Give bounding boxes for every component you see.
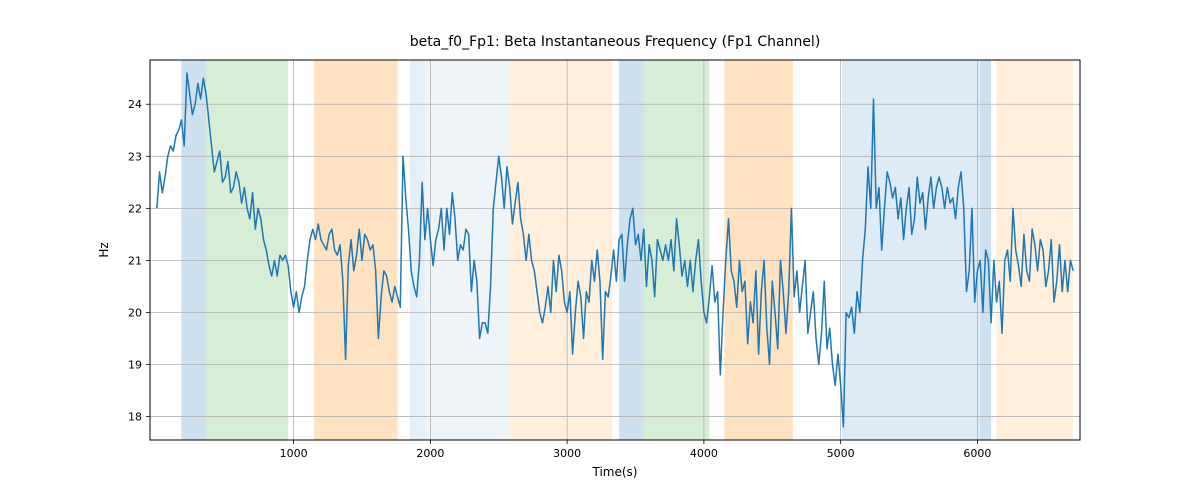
y-tick-label: 22: [128, 202, 142, 215]
span-region: [425, 60, 510, 440]
y-tick-label: 23: [128, 150, 142, 163]
x-tick-label: 1000: [280, 447, 308, 460]
y-tick-label: 18: [128, 411, 142, 424]
x-tick-label: 4000: [690, 447, 718, 460]
chart-title: beta_f0_Fp1: Beta Instantaneous Frequenc…: [410, 34, 821, 50]
y-tick-label: 24: [128, 98, 142, 111]
chart-container: 1000 2000 3000 4000 5000 6000 18 19 20 21 22 23 24 Ti…: [0, 0, 1200, 500]
x-tick-label: 6000: [963, 447, 991, 460]
span-region: [724, 60, 792, 440]
x-tick-label: 2000: [416, 447, 444, 460]
x-tick-label: 5000: [827, 447, 855, 460]
y-tick-label: 21: [128, 254, 142, 267]
y-tick-label: 20: [128, 306, 142, 319]
y-tick-label: 19: [128, 359, 142, 372]
y-axis-label: Hz: [97, 242, 111, 257]
span-region: [410, 60, 425, 440]
span-region: [206, 60, 288, 440]
x-axis-label: Time(s): [592, 465, 638, 479]
x-tick-label: 3000: [553, 447, 581, 460]
chart-svg: 1000 2000 3000 4000 5000 6000 18 19 20 21 22 23 24 Ti…: [0, 0, 1200, 500]
